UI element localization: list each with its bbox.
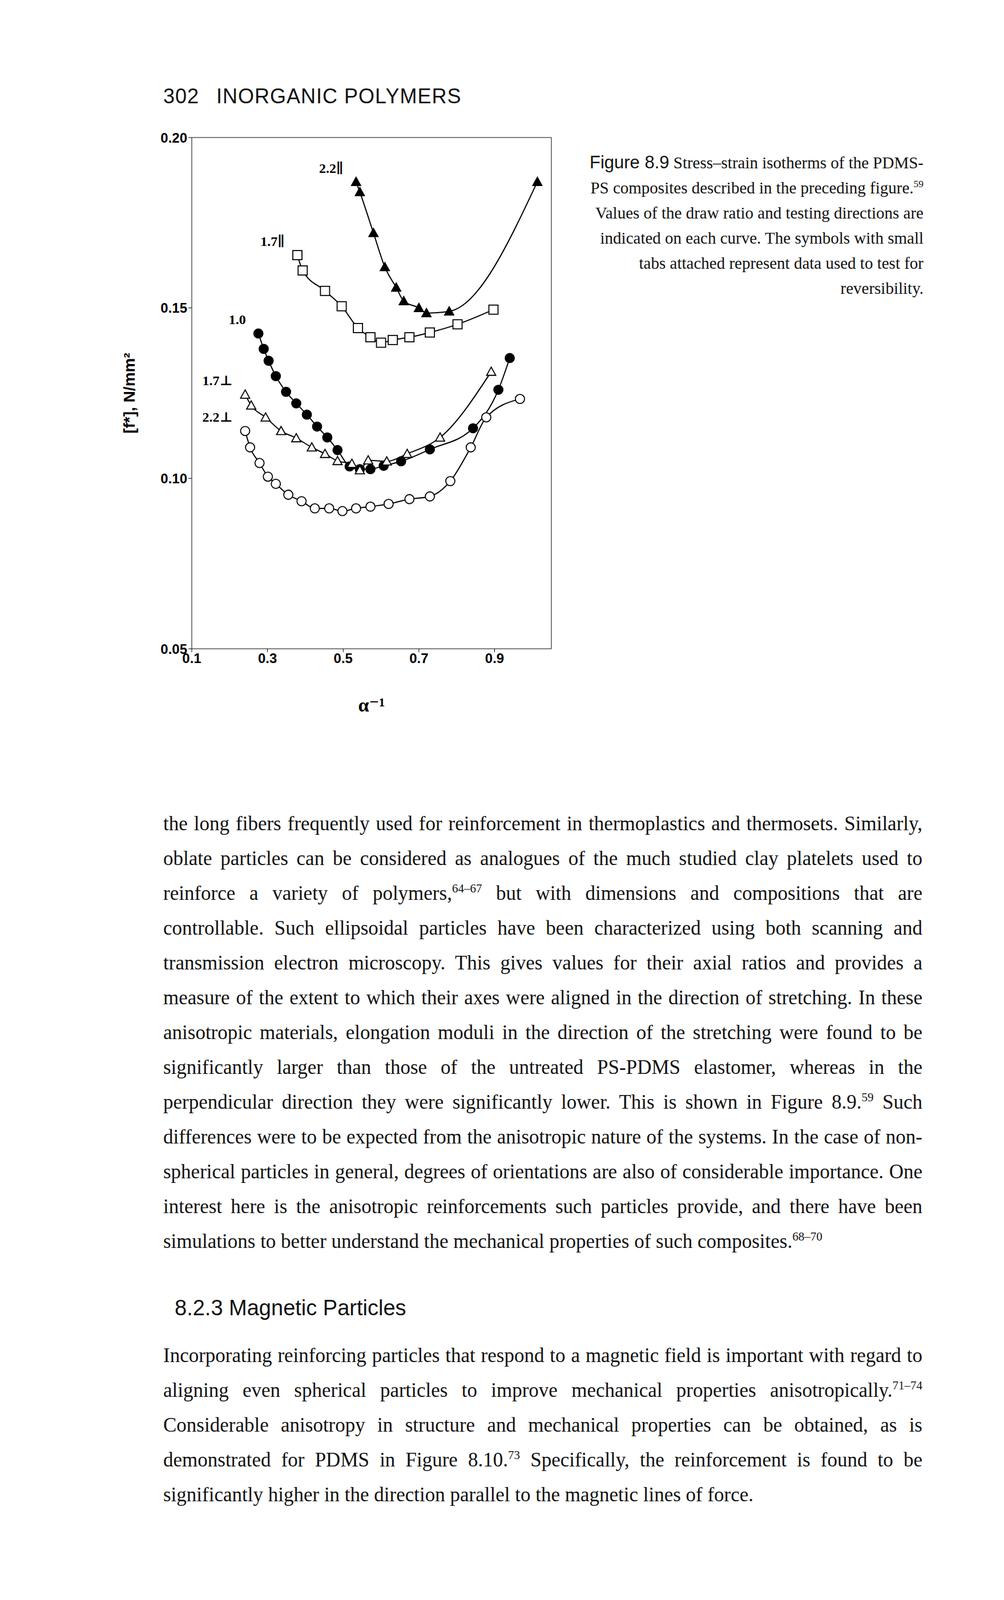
svg-text:0.20: 0.20 (160, 130, 188, 146)
html-text:302: 302 (163, 84, 200, 108)
html-text:Values of the draw ratio and t: Values of the draw ratio and testing dir… (595, 203, 924, 298)
svg-text:0.1: 0.1 (182, 650, 202, 667)
svg-text:0.10: 0.10 (160, 470, 188, 487)
svg-text:1.7∥: 1.7∥ (260, 234, 285, 249)
svg-text:0.05: 0.05 (160, 641, 188, 657)
html-text:the long fibers frequently use: the long fibers frequently used for rein… (163, 812, 923, 1253)
svg-text:0.7: 0.7 (409, 650, 429, 667)
html-text:INORGANIC POLYMERS: INORGANIC POLYMERS (216, 84, 462, 108)
svg-text:1.0: 1.0 (228, 312, 247, 328)
svg-text:0.15: 0.15 (160, 300, 188, 316)
svg-text:2.2⊥: 2.2⊥ (202, 409, 233, 425)
svg-text:α⁻¹: α⁻¹ (357, 694, 385, 716)
svg-text:2.2∥: 2.2∥ (319, 160, 344, 176)
html-text:Considerable anisotropy in str: Considerable anisotropy in structure and… (163, 1414, 923, 1507)
svg-text:0.3: 0.3 (257, 650, 277, 667)
html-text:Incorporating reinforcing part: Incorporating reinforcing particles that… (163, 1344, 923, 1402)
svg-text:0.5: 0.5 (333, 650, 353, 667)
html-text:Figure 8.9 Stress–strain isoth: Figure 8.9 Stress–strain isotherms of th… (589, 152, 924, 197)
svg-text:1.7⊥: 1.7⊥ (202, 373, 233, 389)
svg-text:[f*], N/mm²: [f*], N/mm² (120, 352, 139, 434)
html-text:8.2.3 Magnetic Particles: 8.2.3 Magnetic Particles (174, 1296, 407, 1321)
svg-text:0.9: 0.9 (485, 650, 504, 667)
